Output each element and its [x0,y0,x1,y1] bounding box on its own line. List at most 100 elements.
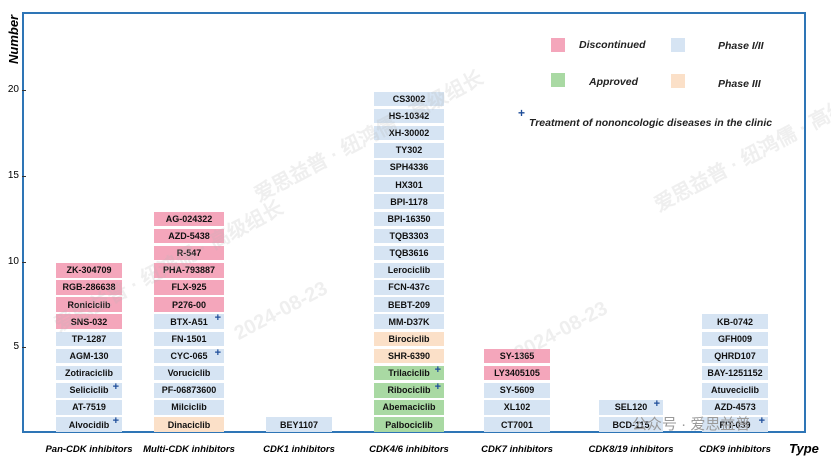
drug-label: AG-024322 [165,213,213,224]
drug-bar[interactable]: BPI-16350 [374,211,444,227]
drug-label: Roniciclib [67,299,111,310]
drug-label: Dinaciclib [167,419,211,430]
drug-label: BEBT-209 [387,299,431,310]
drug-bar[interactable]: TY302 [374,142,444,158]
drug-bar[interactable]: PF-06873600 [154,383,224,398]
drug-bar[interactable]: BEY1107 [266,417,332,432]
drug-bar[interactable]: Alvocidib + [56,415,122,432]
category-label: CDK1 inhibitors [263,444,335,455]
drug-bar[interactable]: P276-00 [154,297,224,312]
drug-label: AT-7519 [72,402,106,413]
drug-label: AGM-130 [69,351,109,362]
drug-bar[interactable]: Dinaciclib [154,417,224,432]
drug-label: BPI-1178 [390,196,428,207]
y-axis-title: Number [6,14,21,64]
drug-bar[interactable]: AGM-130 [56,348,122,364]
drug-bar[interactable]: SY-5609 [484,383,550,398]
drug-bar[interactable]: SPH4336 [374,160,444,175]
drug-bar[interactable]: AZD-5438 [154,228,224,244]
drug-label: MM-D37K [388,316,430,327]
drug-bar[interactable]: CYC-065 + [154,346,224,364]
drug-label: CT7001 [500,419,534,430]
drug-bar[interactable]: Seliciclib + [56,381,122,398]
drug-bar[interactable]: KB-0742 [702,314,768,330]
drug-label: KB-0742 [716,316,754,327]
nononcologic-marker: + [112,381,119,394]
drug-label: PF-06873600 [161,385,217,396]
drug-bar[interactable]: Abemaciclib [374,400,444,415]
drug-bar[interactable]: BAY-1251152 [702,365,768,381]
drug-bar[interactable]: Ribociclib + [374,381,444,398]
drug-bar[interactable]: BEBT-209 [374,297,444,312]
drug-bar[interactable]: AT-7519 [56,400,122,415]
drug-bar[interactable]: RGB-286638 [56,280,122,295]
drug-bar[interactable]: BPI-1178 [374,194,444,209]
y-tick-label: 10 [7,255,19,267]
drug-label: LY3405105 [494,368,540,379]
drug-label: BAY-1251152 [707,368,763,379]
drug-bar[interactable]: QHRD107 [702,348,768,364]
drug-label: Milciclib [171,402,207,413]
drug-bar[interactable]: SHR-6390 [374,348,444,364]
drug-bar[interactable]: FIT-039 + [702,415,768,432]
drug-bar[interactable]: Lerociclib [374,263,444,278]
y-tick-label: 20 [7,84,19,95]
drug-bar[interactable]: FCN-437c [374,280,444,295]
drug-label: Abemaciclib [382,402,436,413]
y-tick-mark [22,261,26,263]
drug-bar[interactable]: XL102 [484,400,550,415]
drug-label: Palbociclib [385,419,433,430]
drug-bar[interactable]: SNS-032 [56,314,122,330]
nononcologic-marker: + [434,363,441,376]
drug-bar[interactable]: FN-1501 [154,331,224,347]
drug-bar[interactable]: Trilaciclib + [374,363,444,381]
drug-bar[interactable]: TP-1287 [56,331,122,347]
drug-bar[interactable]: AZD-4573 [702,400,768,415]
drug-bar[interactable]: Zotiraciclib [56,365,122,381]
legend-note-marker: + [518,106,526,120]
drug-bar[interactable]: GFH009 [702,331,768,347]
drug-bar[interactable]: Roniciclib [56,297,122,312]
drug-label: SPH4336 [389,162,429,173]
drug-bar[interactable]: FLX-925 [154,280,224,295]
nononcologic-marker: + [214,346,221,359]
drug-bar[interactable]: Voruciclib [154,365,224,381]
drug-bar[interactable]: XH-30002 [374,125,444,141]
category-label: Multi-CDK inhibitors [143,444,235,455]
drug-label: SHR-6390 [387,351,431,362]
drug-bar[interactable]: LY3405105 [484,365,550,381]
drug-bar[interactable]: Atuveciclib [702,383,768,398]
drug-label: PHA-793887 [162,265,216,276]
drug-bar[interactable]: SY-1365 [484,348,550,364]
drug-bar[interactable]: Palbociclib [374,417,444,432]
drug-bar[interactable]: HS-10342 [374,108,444,124]
drug-bar[interactable]: PHA-793887 [154,263,224,278]
nononcologic-marker: + [653,398,660,411]
drug-label: FCN-437c [388,282,430,293]
drug-bar[interactable]: AG-024322 [154,211,224,227]
drug-bar[interactable]: SEL120 + [599,398,663,415]
x-axis-title: Type [789,441,819,456]
legend-swatch [671,38,685,52]
category-label: CDK8/19 inhibitors [588,444,674,455]
plot-frame [22,12,806,433]
drug-bar[interactable]: Milciclib [154,400,224,415]
drug-bar[interactable]: BTX-A51 + [154,312,224,330]
drug-bar[interactable]: TQB3303 [374,228,444,244]
drug-bar[interactable]: R-547 [154,245,224,261]
drug-bar[interactable]: CS3002 [374,91,444,107]
drug-bar[interactable]: ZK-304709 [56,263,122,278]
legend-note: Treatment of nononcologic diseases in th… [529,117,773,129]
legend-label: Discontinued [579,39,646,51]
drug-label: Ribociclib [387,385,431,396]
drug-bar[interactable]: Birociclib [374,331,444,347]
drug-label: QHRD107 [714,351,756,362]
drug-bar[interactable]: BCD-115 [599,417,663,432]
drug-label: P276-00 [171,299,207,310]
drug-bar[interactable]: TQB3616 [374,245,444,261]
legend-label: Phase I/II [718,40,764,52]
drug-bar[interactable]: CT7001 [484,417,550,432]
drug-bar[interactable]: MM-D37K [374,314,444,330]
drug-label: XL102 [503,402,531,413]
drug-bar[interactable]: HX301 [374,177,444,192]
